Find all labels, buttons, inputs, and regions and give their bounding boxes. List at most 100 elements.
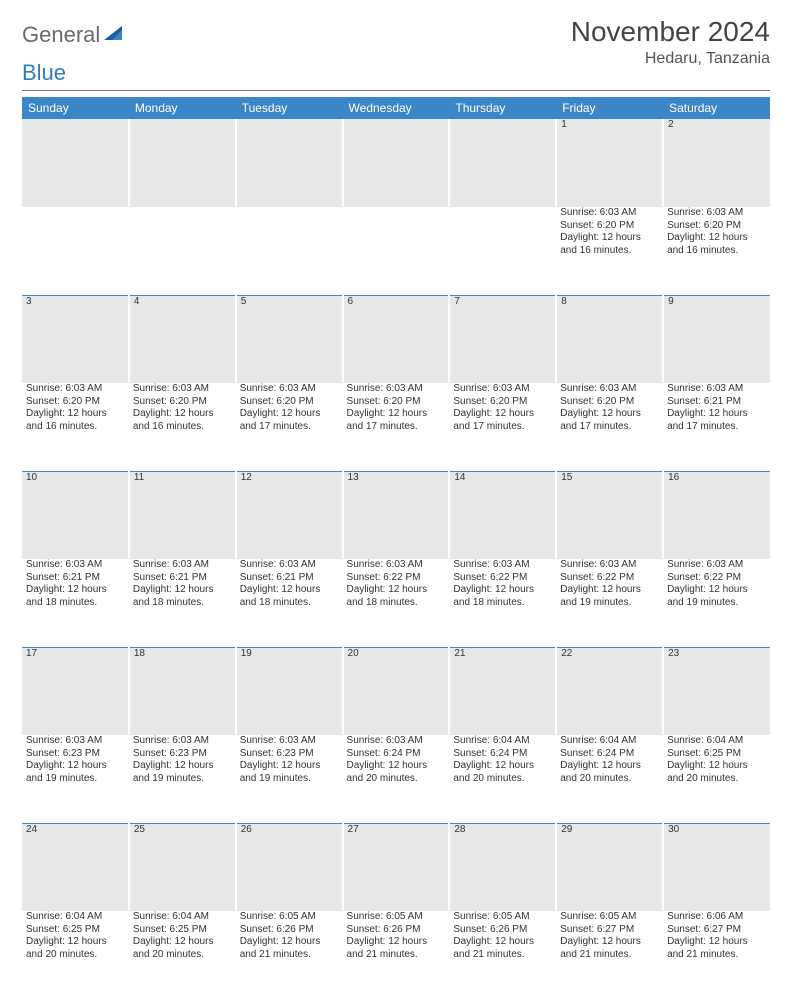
sunset-text: Sunset: 6:22 PM	[560, 572, 659, 585]
day-cell: Sunrise: 6:03 AMSunset: 6:24 PMDaylight:…	[343, 735, 450, 823]
sunset-text: Sunset: 6:20 PM	[667, 220, 766, 233]
sunrise-text: Sunrise: 6:03 AM	[347, 735, 446, 748]
sunset-text: Sunset: 6:20 PM	[26, 396, 125, 409]
day-number: 9	[663, 295, 770, 383]
sunrise-text: Sunrise: 6:03 AM	[133, 383, 232, 396]
day-number: 18	[129, 647, 236, 735]
day-number: 23	[663, 647, 770, 735]
sunrise-text: Sunrise: 6:03 AM	[667, 207, 766, 220]
sunset-text: Sunset: 6:20 PM	[560, 396, 659, 409]
sunrise-text: Sunrise: 6:03 AM	[240, 559, 339, 572]
day-cell	[343, 207, 450, 295]
day-cell: Sunrise: 6:03 AMSunset: 6:20 PMDaylight:…	[663, 207, 770, 295]
sunset-text: Sunset: 6:21 PM	[667, 396, 766, 409]
daylight-text: Daylight: 12 hours and 18 minutes.	[26, 584, 125, 609]
daylight-text: Daylight: 12 hours and 18 minutes.	[133, 584, 232, 609]
sunrise-text: Sunrise: 6:03 AM	[560, 207, 659, 220]
day-number: 3	[22, 295, 129, 383]
sunset-text: Sunset: 6:27 PM	[560, 924, 659, 937]
daylight-text: Daylight: 12 hours and 19 minutes.	[560, 584, 659, 609]
sunrise-text: Sunrise: 6:04 AM	[667, 735, 766, 748]
sunset-text: Sunset: 6:20 PM	[240, 396, 339, 409]
sunrise-text: Sunrise: 6:03 AM	[133, 735, 232, 748]
sunset-text: Sunset: 6:23 PM	[26, 748, 125, 761]
sunrise-text: Sunrise: 6:04 AM	[26, 911, 125, 924]
sunrise-text: Sunrise: 6:05 AM	[240, 911, 339, 924]
day-number: 20	[343, 647, 450, 735]
sunset-text: Sunset: 6:21 PM	[133, 572, 232, 585]
daylight-text: Daylight: 12 hours and 19 minutes.	[133, 760, 232, 785]
day-number: 26	[236, 823, 343, 911]
daylight-text: Daylight: 12 hours and 20 minutes.	[133, 936, 232, 961]
sunset-text: Sunset: 6:20 PM	[560, 220, 659, 233]
daylight-text: Daylight: 12 hours and 18 minutes.	[453, 584, 552, 609]
day-cell: Sunrise: 6:06 AMSunset: 6:27 PMDaylight:…	[663, 911, 770, 999]
day-detail-row: Sunrise: 6:03 AMSunset: 6:23 PMDaylight:…	[22, 735, 770, 823]
daylight-text: Daylight: 12 hours and 21 minutes.	[667, 936, 766, 961]
day-number: 22	[556, 647, 663, 735]
title-block: November 2024 Hedaru, Tanzania	[571, 16, 770, 68]
day-number-row: 10111213141516	[22, 471, 770, 559]
sunrise-text: Sunrise: 6:03 AM	[26, 735, 125, 748]
sunset-text: Sunset: 6:20 PM	[347, 396, 446, 409]
sunrise-text: Sunrise: 6:03 AM	[240, 735, 339, 748]
day-detail-row: Sunrise: 6:04 AMSunset: 6:25 PMDaylight:…	[22, 911, 770, 999]
sunrise-text: Sunrise: 6:04 AM	[560, 735, 659, 748]
day-number: 5	[236, 295, 343, 383]
sunset-text: Sunset: 6:21 PM	[240, 572, 339, 585]
daylight-text: Daylight: 12 hours and 18 minutes.	[347, 584, 446, 609]
brand-word-1: General	[22, 22, 100, 48]
day-number: 11	[129, 471, 236, 559]
day-number: 15	[556, 471, 663, 559]
sunset-text: Sunset: 6:25 PM	[133, 924, 232, 937]
sunrise-text: Sunrise: 6:03 AM	[347, 383, 446, 396]
day-cell: Sunrise: 6:03 AMSunset: 6:20 PMDaylight:…	[129, 383, 236, 471]
day-cell: Sunrise: 6:04 AMSunset: 6:25 PMDaylight:…	[129, 911, 236, 999]
daylight-text: Daylight: 12 hours and 20 minutes.	[560, 760, 659, 785]
day-cell: Sunrise: 6:03 AMSunset: 6:20 PMDaylight:…	[556, 207, 663, 295]
day-number	[236, 119, 343, 207]
weekday-header: Saturday	[663, 97, 770, 119]
day-cell: Sunrise: 6:03 AMSunset: 6:20 PMDaylight:…	[556, 383, 663, 471]
sunrise-text: Sunrise: 6:05 AM	[453, 911, 552, 924]
sunrise-text: Sunrise: 6:03 AM	[560, 559, 659, 572]
day-number: 19	[236, 647, 343, 735]
day-cell: Sunrise: 6:03 AMSunset: 6:21 PMDaylight:…	[663, 383, 770, 471]
day-number: 4	[129, 295, 236, 383]
calendar-table: Sunday Monday Tuesday Wednesday Thursday…	[22, 97, 770, 999]
day-cell: Sunrise: 6:05 AMSunset: 6:26 PMDaylight:…	[449, 911, 556, 999]
day-number: 8	[556, 295, 663, 383]
sunset-text: Sunset: 6:20 PM	[453, 396, 552, 409]
day-number	[449, 119, 556, 207]
sunrise-text: Sunrise: 6:03 AM	[453, 383, 552, 396]
daylight-text: Daylight: 12 hours and 17 minutes.	[560, 408, 659, 433]
sunrise-text: Sunrise: 6:03 AM	[240, 383, 339, 396]
day-number	[343, 119, 450, 207]
daylight-text: Daylight: 12 hours and 18 minutes.	[240, 584, 339, 609]
sunrise-text: Sunrise: 6:03 AM	[560, 383, 659, 396]
day-number: 10	[22, 471, 129, 559]
daylight-text: Daylight: 12 hours and 16 minutes.	[26, 408, 125, 433]
daylight-text: Daylight: 12 hours and 21 minutes.	[453, 936, 552, 961]
sunrise-text: Sunrise: 6:03 AM	[133, 559, 232, 572]
calendar-body: 12Sunrise: 6:03 AMSunset: 6:20 PMDayligh…	[22, 119, 770, 999]
sunset-text: Sunset: 6:22 PM	[453, 572, 552, 585]
weekday-header: Friday	[556, 97, 663, 119]
sunset-text: Sunset: 6:20 PM	[133, 396, 232, 409]
day-cell	[129, 207, 236, 295]
divider	[22, 90, 770, 91]
sunset-text: Sunset: 6:26 PM	[453, 924, 552, 937]
daylight-text: Daylight: 12 hours and 17 minutes.	[240, 408, 339, 433]
day-cell: Sunrise: 6:03 AMSunset: 6:22 PMDaylight:…	[449, 559, 556, 647]
sunset-text: Sunset: 6:23 PM	[240, 748, 339, 761]
day-cell: Sunrise: 6:05 AMSunset: 6:27 PMDaylight:…	[556, 911, 663, 999]
location-subtitle: Hedaru, Tanzania	[571, 50, 770, 68]
day-cell: Sunrise: 6:03 AMSunset: 6:20 PMDaylight:…	[343, 383, 450, 471]
daylight-text: Daylight: 12 hours and 20 minutes.	[667, 760, 766, 785]
sunset-text: Sunset: 6:24 PM	[347, 748, 446, 761]
daylight-text: Daylight: 12 hours and 19 minutes.	[26, 760, 125, 785]
day-number: 30	[663, 823, 770, 911]
daylight-text: Daylight: 12 hours and 17 minutes.	[667, 408, 766, 433]
sunrise-text: Sunrise: 6:05 AM	[347, 911, 446, 924]
sunset-text: Sunset: 6:21 PM	[26, 572, 125, 585]
